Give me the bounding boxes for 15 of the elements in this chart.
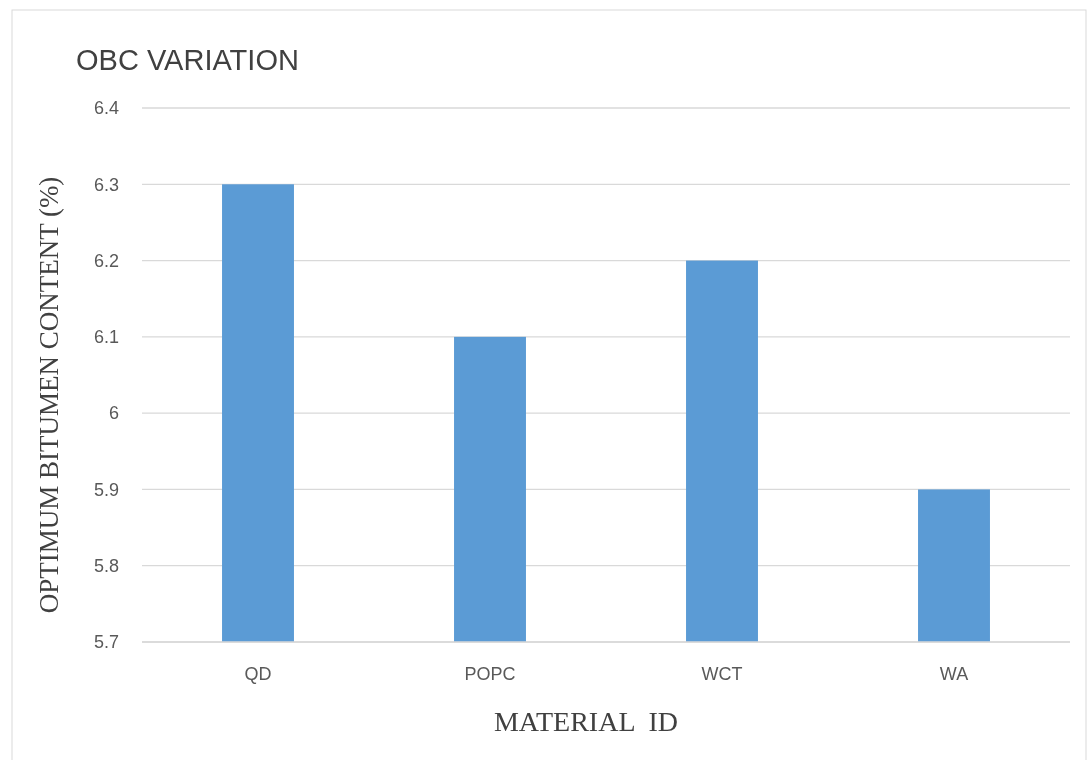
x-tick-label: WCT [701, 664, 743, 684]
x-tick-label: WA [939, 664, 969, 684]
y-tick-label: 5.7 [93, 632, 119, 653]
chart-title: OBC VARIATION [76, 44, 299, 76]
y-tick-label: 5.9 [93, 479, 119, 500]
y-axis-title: OPTIMUM BITUMEN CONTENT (%) [34, 176, 64, 614]
x-axis-title: MATERIAL ID [493, 706, 679, 737]
y-tick-label: 6 [108, 403, 119, 424]
y-tick-label: 5.8 [93, 556, 119, 577]
x-tick-label: QD [244, 664, 272, 684]
y-tick-label: 6.1 [93, 327, 119, 348]
y-tick-label: 6.2 [93, 250, 119, 271]
y-tick-label: 6.4 [93, 98, 119, 119]
y-tick-label: 6.3 [93, 174, 119, 195]
x-tick-label: POPC [464, 664, 516, 684]
